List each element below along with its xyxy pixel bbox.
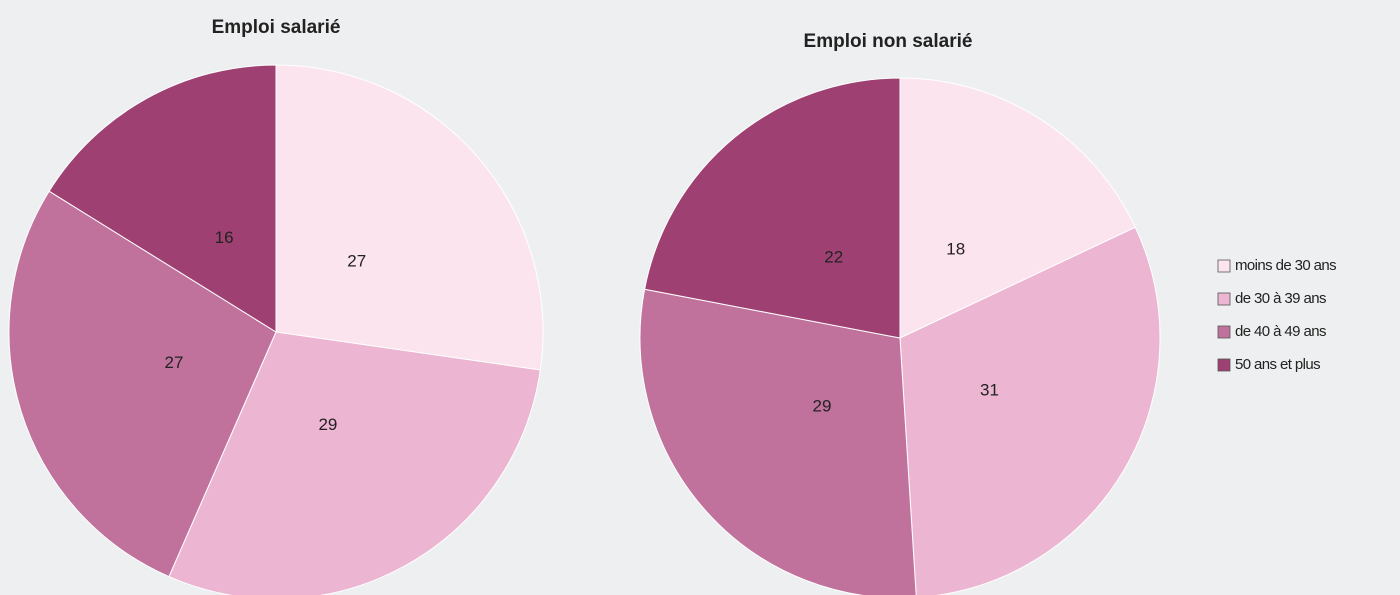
data-label: 18 [946,240,965,259]
pie-slice [899,226,1161,595]
legend-swatch [1217,358,1231,372]
pie-slice [8,190,277,578]
chart-title: Emploi salarié [212,17,341,38]
pie-slice [48,64,277,333]
pie-slice [644,77,901,339]
data-label: 27 [165,353,184,372]
legend-label: moins de 30 ans [1235,257,1336,274]
data-label: 27 [347,252,366,271]
legend-swatch [1217,259,1231,273]
data-label: 22 [824,247,843,266]
data-label: 31 [980,380,999,399]
legend-label: de 40 à 49 ans [1235,323,1326,340]
pie-slice [168,331,541,595]
chart-title: Emploi non salarié [804,31,973,52]
legend-label: de 30 à 39 ans [1235,290,1326,307]
data-label: 29 [318,415,337,434]
legend-swatch [1217,292,1231,306]
pie-slice [899,77,1136,339]
data-label: 29 [813,396,832,415]
pie-slice [639,288,917,595]
legend-label: 50 ans et plus [1235,356,1320,373]
pie-slice [275,64,544,371]
legend-swatch [1217,325,1231,339]
data-label: 16 [215,228,234,247]
